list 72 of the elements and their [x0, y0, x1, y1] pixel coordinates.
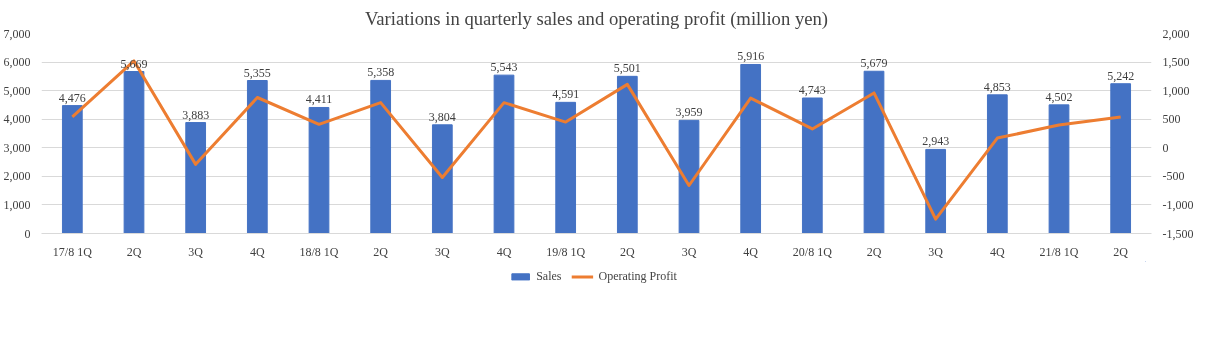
bar	[123, 71, 145, 234]
y2-tick-label: -500	[1162, 169, 1185, 184]
y2-tick-label: -1,500	[1162, 226, 1194, 241]
x-tick-label: 20/8 1Q	[792, 244, 833, 259]
y2-tick-label: 2,000	[1162, 26, 1190, 41]
bar	[801, 97, 823, 234]
bar	[370, 79, 392, 234]
legend-label: Sales	[536, 268, 562, 284]
bar	[246, 80, 268, 234]
data-label: 2,943	[922, 134, 950, 149]
x-tick-label: 2Q	[1113, 244, 1129, 259]
bar	[431, 124, 453, 234]
bar	[986, 94, 1008, 234]
y-tick-label: 4,000	[3, 112, 31, 127]
x-tick-label: 3Q	[188, 244, 204, 259]
data-label: 5,358	[367, 65, 395, 80]
x-tick-label: 4Q	[496, 244, 512, 259]
bar	[863, 70, 885, 234]
x-tick-label: 4Q	[743, 244, 759, 259]
data-label: 4,853	[983, 79, 1011, 94]
x-tick-label: 3Q	[928, 244, 944, 259]
data-label: 5,242	[1107, 68, 1135, 83]
bar	[740, 63, 762, 234]
data-label: 5,679	[860, 56, 888, 71]
x-tick-label: 3Q	[681, 244, 697, 259]
y2-tick-label: 0	[1162, 140, 1169, 155]
data-label: 4,502	[1045, 89, 1073, 104]
bar	[493, 74, 515, 234]
legend-label: Operating Profit	[598, 268, 677, 284]
y-tick-label: 1,000	[3, 197, 31, 212]
y-tick-label: 6,000	[3, 55, 31, 70]
bar	[61, 105, 83, 234]
y2-tick-label: 1,500	[1162, 55, 1190, 70]
data-label: 3,804	[428, 109, 456, 124]
y2-tick-label: -1,000	[1162, 197, 1194, 212]
data-label: 5,355	[243, 65, 271, 80]
data-label: 4,591	[552, 87, 580, 102]
x-tick-label: 18/8 1Q	[299, 244, 339, 259]
data-label: 4,476	[58, 90, 86, 105]
x-tick-label: 2Q	[126, 244, 142, 259]
y-tick-label: 3,000	[3, 140, 31, 155]
data-label: 5,501	[613, 61, 641, 76]
y2-tick-label: 500	[1162, 112, 1181, 127]
data-label: 4,743	[798, 82, 826, 97]
x-tick-label: 2Q	[373, 244, 389, 259]
bar	[308, 106, 330, 234]
bar	[616, 75, 638, 234]
y-tick-label: 5,000	[3, 83, 31, 98]
data-label: 5,916	[737, 49, 765, 64]
x-tick-label: 4Q	[250, 244, 265, 259]
y2-tick-label: 1,000	[1162, 83, 1190, 98]
x-tick-label: 4Q	[990, 244, 1005, 259]
bar	[1110, 83, 1132, 234]
bar	[1048, 104, 1070, 234]
chart-title: Variations in quarterly sales and operating profit (million yen)	[364, 7, 829, 30]
x-tick-label: 17/8 1Q	[52, 244, 93, 259]
data-label: 4,411	[305, 92, 333, 107]
data-label: 3,959	[675, 105, 703, 120]
data-label: 3,883	[182, 107, 210, 122]
x-tick-label: 3Q	[435, 244, 450, 259]
x-tick-label: 21/8 1Q	[1039, 244, 1079, 259]
y-tick-label: 7,000	[3, 26, 31, 41]
bar	[555, 101, 577, 234]
bar	[925, 148, 947, 234]
y-tick-label: 0	[24, 226, 31, 241]
x-tick-label: 2Q	[866, 244, 882, 259]
data-label: 5,543	[490, 60, 518, 75]
x-tick-label: 19/8 1Q	[546, 244, 586, 259]
bar	[185, 122, 207, 234]
bar	[678, 119, 700, 234]
x-tick-label: 2Q	[620, 244, 635, 259]
y-tick-label: 2,000	[3, 169, 31, 184]
